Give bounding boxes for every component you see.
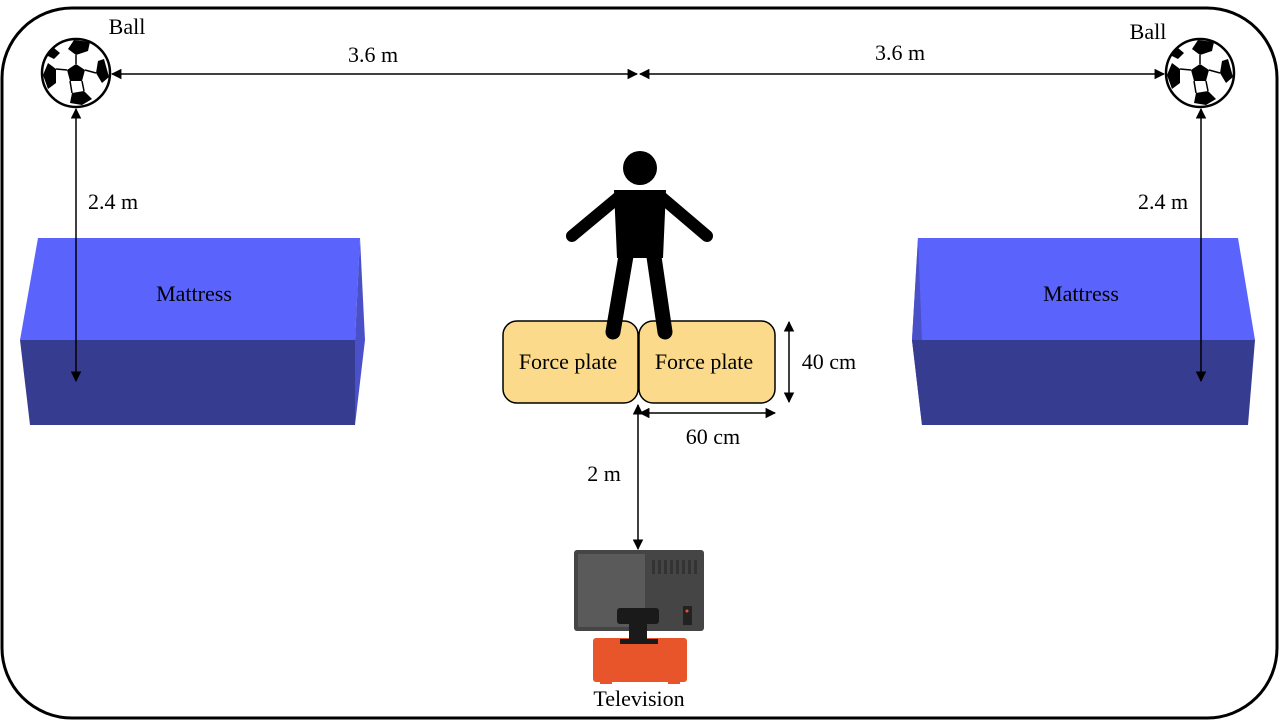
distance-left-vertical-label: 2.4 m (88, 189, 138, 214)
television-label: Television (593, 686, 684, 711)
television-icon (574, 550, 704, 684)
ball-left-label: Ball (109, 14, 146, 39)
mattress-left-top (20, 238, 360, 340)
distance-right-horizontal-label: 3.6 m (875, 40, 925, 65)
mattress-right-label: Mattress (1043, 281, 1119, 306)
soccer-ball-icon (1164, 37, 1236, 109)
plate-height-label: 40 cm (802, 349, 856, 374)
mattress-right-front (912, 340, 1255, 425)
distance-left-horizontal-label: 3.6 m (348, 42, 398, 67)
force-plate-right: Force plate (638, 320, 776, 404)
force-plate-left-label: Force plate (519, 349, 617, 374)
mattress-right: Mattress (912, 238, 1255, 425)
distance-to-tv-label: 2 m (587, 461, 621, 486)
mattress-left-front (20, 340, 355, 425)
force-plate-right-label: Force plate (655, 349, 753, 374)
ball-right-label: Ball (1130, 19, 1167, 44)
soccer-ball-icon (40, 37, 112, 109)
person-icon (566, 151, 713, 340)
mattress-left: Mattress (20, 238, 365, 425)
mattress-right-top (912, 238, 1255, 340)
plate-width-label: 60 cm (686, 424, 740, 449)
mattress-left-side (355, 238, 365, 425)
force-plate-left: Force plate (502, 320, 639, 404)
distance-right-vertical-label: 2.4 m (1138, 189, 1188, 214)
mattress-left-label: Mattress (156, 281, 232, 306)
